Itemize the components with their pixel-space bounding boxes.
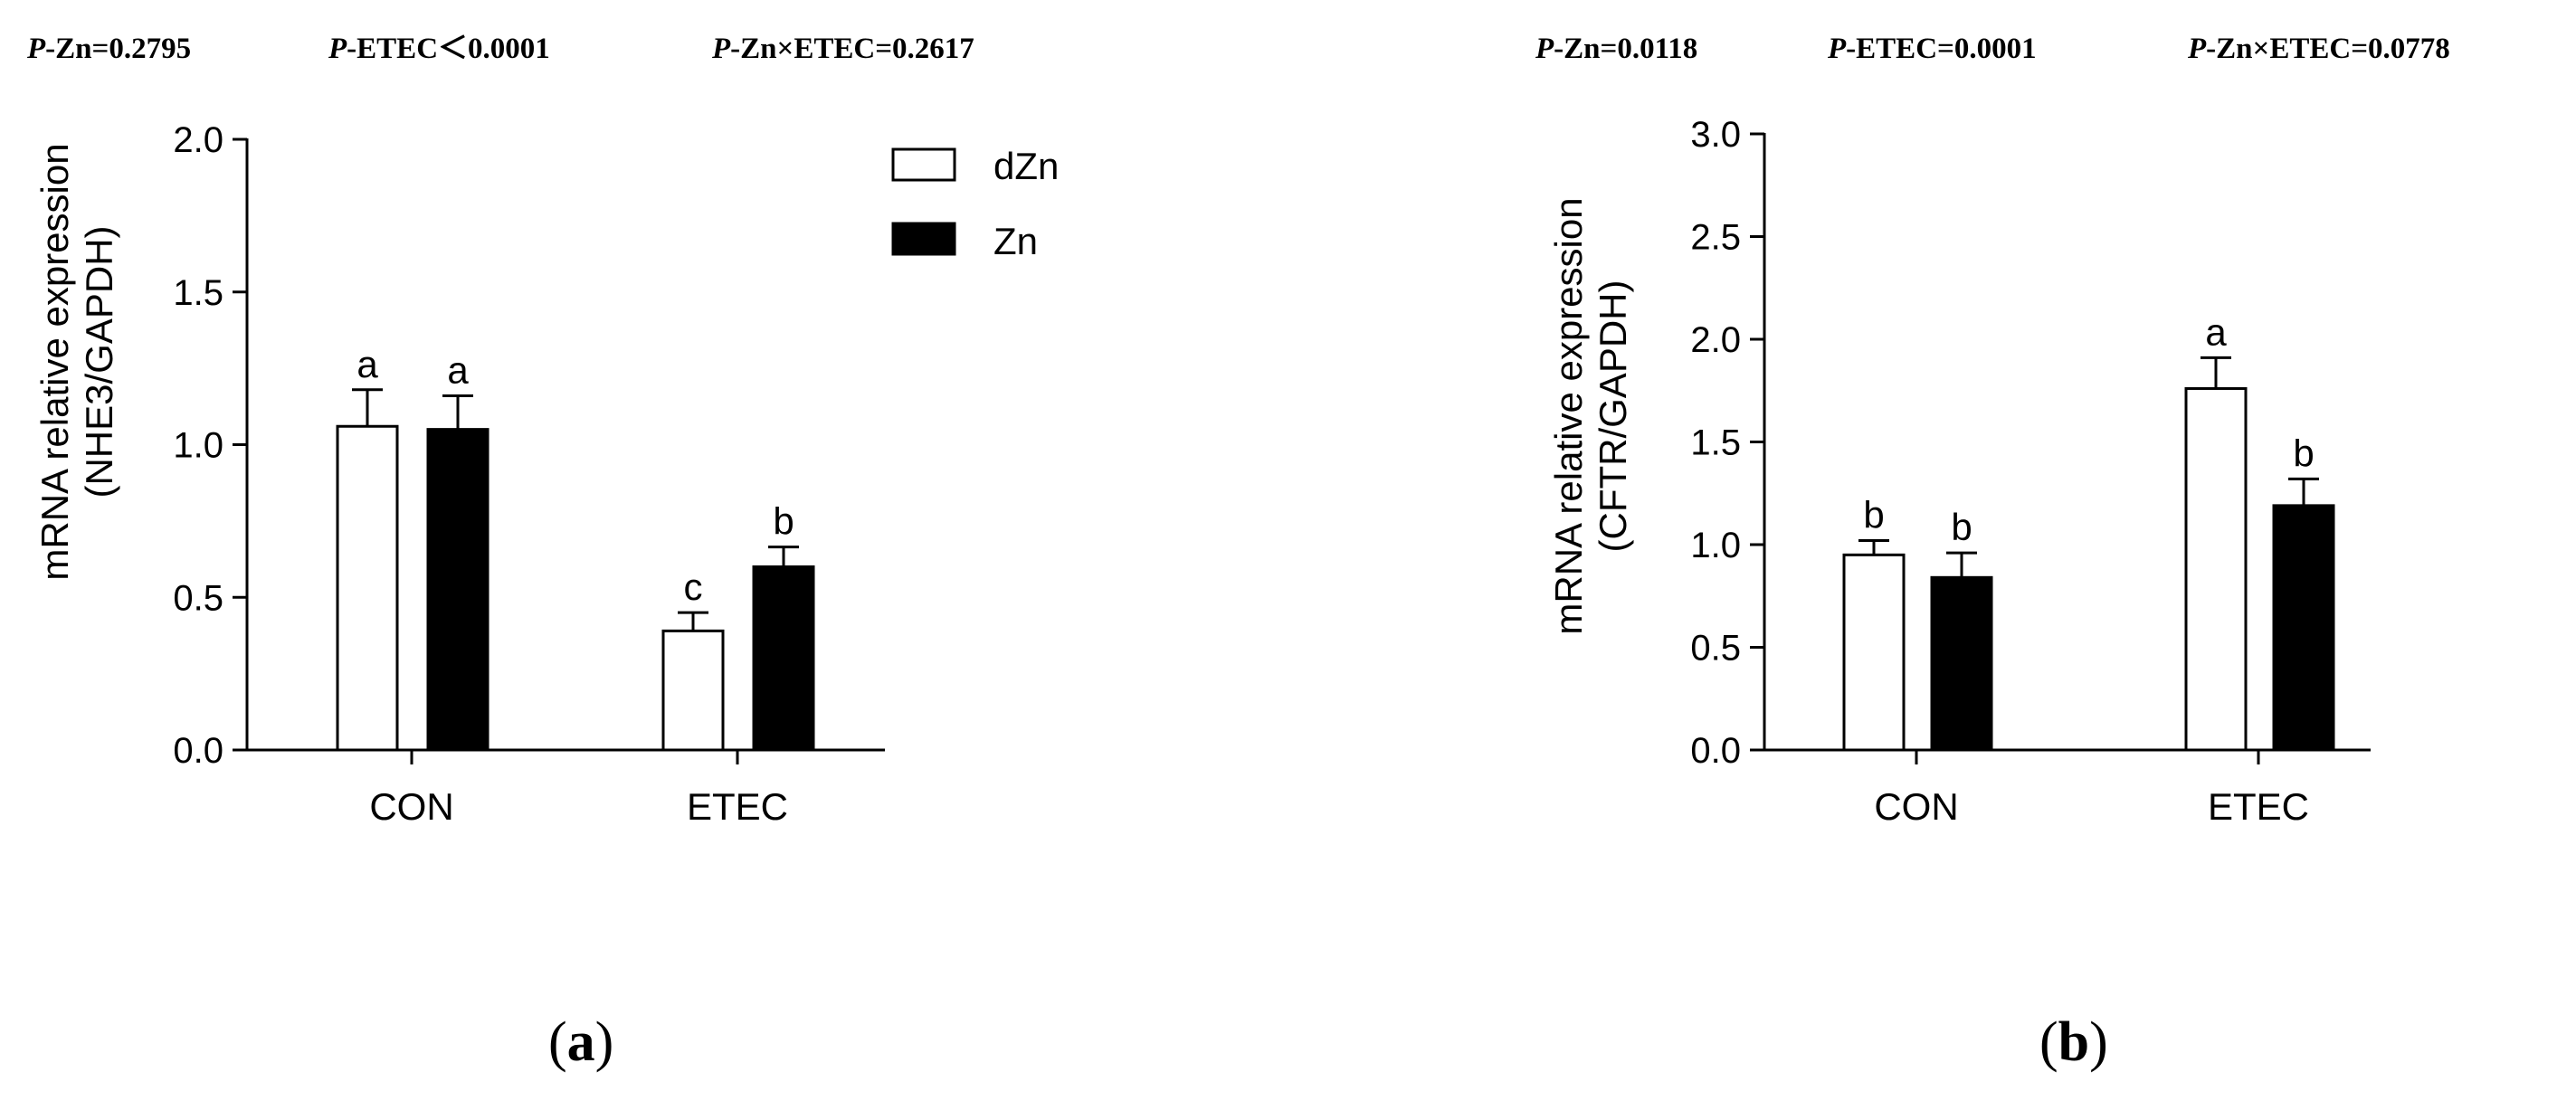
- panel-b-y-tick-label: 0.5: [1690, 629, 1741, 669]
- panel-a-stat-zn: P-Zn=0.2795: [26, 33, 191, 65]
- panel-a-sig-letter: a: [447, 349, 469, 392]
- panel-b-stat-zn: P-Zn=0.0118: [1535, 33, 1697, 65]
- panel-a-y-tick-label: 2.0: [173, 120, 223, 160]
- panel-b-y-tick-label: 1.0: [1690, 526, 1741, 565]
- panel-b-y-tick-label: 1.5: [1690, 423, 1741, 463]
- panel-b-y-tick-label: 2.5: [1690, 218, 1741, 258]
- panel-b-stats: P-Zn=0.0118 P-ETEC=0.0001 P-Zn×ETEC=0.07…: [1535, 33, 2450, 65]
- panel-a-stat-etec: P-ETEC＜0.0001: [328, 33, 550, 65]
- panel-a-sig-letter: a: [356, 343, 378, 385]
- panel-a-y-tick-label: 0.5: [173, 578, 223, 618]
- panel-b-sig-letter: b: [1951, 506, 1972, 548]
- panel-a-bar-dzn-etec: [661, 629, 725, 752]
- panel-b-sig-letter: b: [1863, 493, 1884, 536]
- panel-a-sig-letter: c: [684, 565, 703, 608]
- legend-swatch-zn: [891, 222, 956, 256]
- panel-a-ylabel-line2: (NHE3/GAPDH): [78, 225, 120, 498]
- panel-b-stat-etec: P-ETEC=0.0001: [1827, 33, 2037, 65]
- panel-b-y-tick-label: 0.0: [1690, 731, 1741, 771]
- panel-b-y-tick-label: 3.0: [1690, 115, 1741, 155]
- legend-label-zn: Zn: [993, 220, 1038, 262]
- panel-a-x-tick-label: CON: [369, 785, 453, 828]
- panel-a-ylabel-line1: mRNA relative expression: [33, 143, 76, 580]
- panel-b-bar-dzn-con: [1842, 553, 1906, 752]
- panel-b-sig-letter: b: [2293, 432, 2314, 474]
- panel-a-bar-zn-con: [426, 428, 490, 752]
- panel-a-y-tick-label: 0.0: [173, 731, 223, 771]
- panel-b-plot: 0.0 0.5 1.0 1.5 2.0 2.5 3.0 CON ETEC b a b b: [1690, 115, 2371, 828]
- panel-b-x-tick-label: ETEC: [2208, 785, 2309, 828]
- panel-b-ylabel-line2: (CFTR/GAPDH): [1592, 280, 1634, 553]
- panel-b-bar-zn-con: [1930, 575, 1993, 752]
- panel-a-stat-interaction: P-Zn×ETEC=0.2617: [711, 33, 974, 65]
- panel-a-stats: P-Zn=0.2795 P-ETEC＜0.0001 P-Zn×ETEC=0.26…: [26, 33, 974, 65]
- panel-b-sig-letter: a: [2205, 310, 2227, 353]
- panel-b-y-tick-label: 2.0: [1690, 320, 1741, 360]
- panel-b-x-tick-label: CON: [1874, 785, 1958, 828]
- legend-swatch-dzn: [891, 147, 956, 182]
- panel-a-ylabel: mRNA relative expression (NHE3/GAPDH): [33, 143, 120, 580]
- panel-a-caption: (a): [548, 1011, 613, 1073]
- panel-a-bar-dzn-con: [336, 424, 399, 752]
- panel-a-bar-zn-etec: [752, 565, 815, 752]
- panel-b-ylabel: mRNA relative expression (CFTR/GAPDH): [1547, 197, 1634, 634]
- panel-a-y-tick-label: 1.0: [173, 426, 223, 466]
- panel-b-bar-zn-etec: [2272, 504, 2335, 752]
- panel-b-caption: (b): [2039, 1011, 2108, 1073]
- panel-a-x-tick-label: ETEC: [687, 785, 788, 828]
- panel-a-plot: 0.0 0.5 1.0 1.5 2.0 CON ETEC a c a b: [173, 120, 885, 828]
- panel-b-ylabel-line1: mRNA relative expression: [1547, 197, 1590, 634]
- panel-a-y-tick-label: 1.5: [173, 273, 223, 313]
- legend-label-dzn: dZn: [993, 145, 1059, 187]
- panel-b-stat-interaction: P-Zn×ETEC=0.0778: [2187, 33, 2450, 65]
- legend: dZn Zn: [891, 145, 1059, 262]
- panel-a-sig-letter: b: [773, 500, 794, 543]
- panel-b-bar-dzn-etec: [2184, 386, 2248, 752]
